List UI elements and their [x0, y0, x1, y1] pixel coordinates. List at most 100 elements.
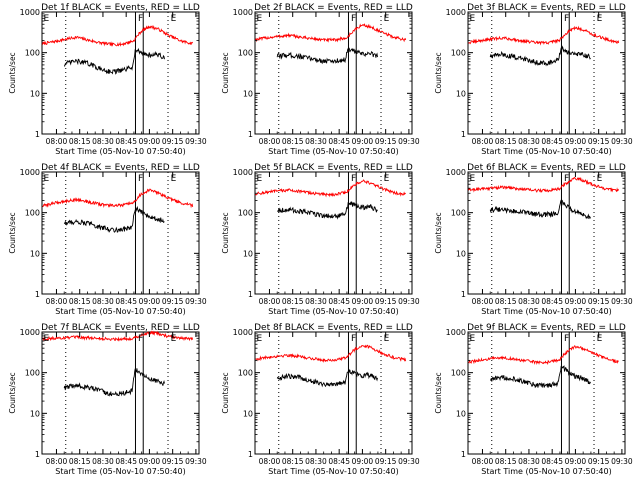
x-axis-label: Start Time (05-Nov-10 07:50:40): [481, 147, 611, 156]
x-tick-label: 08:00: [259, 137, 281, 146]
interval-marker-label: E: [171, 334, 177, 344]
lld-series-line: [468, 25, 620, 46]
panel-det-6f: Det 6f BLACK = Events, RED = LLD 1 10 100 10…: [434, 163, 633, 316]
panel-det-7f: Det 7f BLACK = Events, RED = LLD 1 10 100 10…: [8, 323, 207, 476]
interval-marker-label: F: [351, 14, 356, 24]
panel-title: Det 8f BLACK = Events, RED = LLD: [254, 323, 413, 333]
x-tick-label: 08:00: [259, 297, 281, 306]
x-tick-label: 09:15: [588, 137, 610, 146]
y-axis-label: Counts/sec: [434, 372, 443, 413]
y-axis-label: Counts/sec: [221, 212, 230, 253]
lld-series-line: [468, 345, 619, 366]
x-axis-label: Start Time (05-Nov-10 07:50:40): [55, 467, 185, 476]
y-tick-label: 1: [461, 130, 466, 139]
x-axis-label: Start Time (05-Nov-10 07:50:40): [481, 467, 611, 476]
y-tick-label: 1: [35, 130, 40, 139]
y-tick-label: 1: [461, 450, 466, 459]
interval-marker-label: F: [138, 334, 143, 344]
x-axis-label: Start Time (05-Nov-10 07:50:40): [268, 147, 398, 156]
panel-title: Det 5f BLACK = Events, RED = LLD: [254, 163, 413, 173]
panel-det-9f: Det 9f BLACK = Events, RED = LLD 1 10 100 10…: [434, 323, 633, 476]
x-tick-label: 08:45: [115, 457, 137, 466]
y-tick-label: 1: [248, 130, 253, 139]
x-tick-label: 09:00: [139, 297, 161, 306]
panel-title: Det 9f BLACK = Events, RED = LLD: [467, 323, 626, 333]
interval-marker-label: E: [384, 334, 390, 344]
y-tick-label: 1000: [20, 8, 40, 17]
interval-marker-label: F: [564, 14, 569, 24]
y-tick-label: 1: [35, 290, 40, 299]
x-tick-label: 08:00: [472, 137, 494, 146]
x-tick-label: 08:15: [495, 297, 517, 306]
interval-marker-label: E: [44, 334, 50, 344]
y-tick-label: 1000: [233, 8, 253, 17]
interval-marker-label: F: [351, 174, 356, 184]
x-axis-label: Start Time (05-Nov-10 07:50:40): [268, 307, 398, 316]
axes-frame: [254, 331, 413, 455]
x-axis-label: Start Time (05-Nov-10 07:50:40): [481, 307, 611, 316]
interval-marker-label: F: [138, 14, 143, 24]
x-tick-label: 09:00: [352, 137, 374, 146]
events-series-line: [489, 45, 591, 67]
lld-series-line: [255, 179, 406, 198]
x-tick-label: 08:00: [46, 137, 68, 146]
x-tick-label: 08:30: [92, 297, 114, 306]
lld-series-line: [255, 344, 407, 363]
y-tick-label: 100: [238, 369, 253, 378]
x-tick-label: 09:00: [139, 457, 161, 466]
lld-series-line: [255, 23, 407, 43]
events-series-line: [63, 47, 165, 75]
y-tick-label: 1000: [446, 168, 466, 177]
y-tick-label: 100: [238, 49, 253, 58]
x-tick-label: 08:30: [92, 457, 114, 466]
x-tick-label: 08:45: [115, 297, 137, 306]
x-tick-label: 08:15: [282, 297, 304, 306]
x-tick-label: 08:15: [282, 137, 304, 146]
axes-frame: [41, 171, 200, 295]
x-tick-label: 09:15: [375, 297, 397, 306]
events-series-line: [489, 199, 591, 220]
x-tick-label: 09:30: [398, 137, 420, 146]
y-tick-label: 100: [25, 369, 40, 378]
y-axis-label: Counts/sec: [221, 372, 230, 413]
y-tick-label: 1000: [446, 8, 466, 17]
x-tick-label: 08:15: [495, 137, 517, 146]
events-series-line: [490, 365, 591, 389]
x-tick-label: 08:00: [472, 297, 494, 306]
y-tick-label: 1: [35, 450, 40, 459]
y-tick-label: 1000: [233, 328, 253, 337]
interval-marker-label: E: [597, 334, 603, 344]
x-tick-label: 09:15: [162, 297, 184, 306]
y-tick-label: 10: [243, 409, 253, 418]
y-tick-label: 100: [451, 209, 466, 218]
panel-det-4f: Det 4f BLACK = Events, RED = LLD 1 10 100 10…: [8, 163, 207, 316]
x-tick-label: 08:30: [92, 137, 114, 146]
axes-frame: [41, 331, 200, 455]
y-tick-label: 100: [451, 369, 466, 378]
x-tick-label: 08:30: [305, 457, 327, 466]
y-tick-label: 1000: [233, 168, 253, 177]
interval-marker-label: E: [171, 174, 177, 184]
y-tick-label: 1: [461, 290, 466, 299]
interval-marker-label: E: [384, 174, 390, 184]
panel-det-3f: Det 3f BLACK = Events, RED = LLD 1 10 100 10…: [434, 3, 633, 156]
lld-series-line: [468, 176, 620, 193]
x-tick-label: 08:15: [69, 457, 91, 466]
axes-frame: [467, 331, 626, 455]
x-tick-label: 08:15: [495, 457, 517, 466]
x-tick-label: 08:00: [259, 457, 281, 466]
interval-marker-label: E: [597, 174, 603, 184]
x-tick-label: 08:45: [541, 137, 563, 146]
axes-frame: [254, 171, 413, 295]
x-tick-label: 08:00: [472, 457, 494, 466]
x-tick-label: 09:00: [352, 457, 374, 466]
interval-marker-label: E: [470, 14, 476, 24]
x-tick-label: 09:00: [565, 457, 587, 466]
panel-title: Det 6f BLACK = Events, RED = LLD: [467, 163, 626, 173]
x-tick-label: 08:30: [305, 137, 327, 146]
y-axis-label: Counts/sec: [8, 52, 17, 93]
x-tick-label: 08:45: [541, 297, 563, 306]
x-tick-label: 08:15: [69, 297, 91, 306]
interval-marker-label: F: [564, 174, 569, 184]
